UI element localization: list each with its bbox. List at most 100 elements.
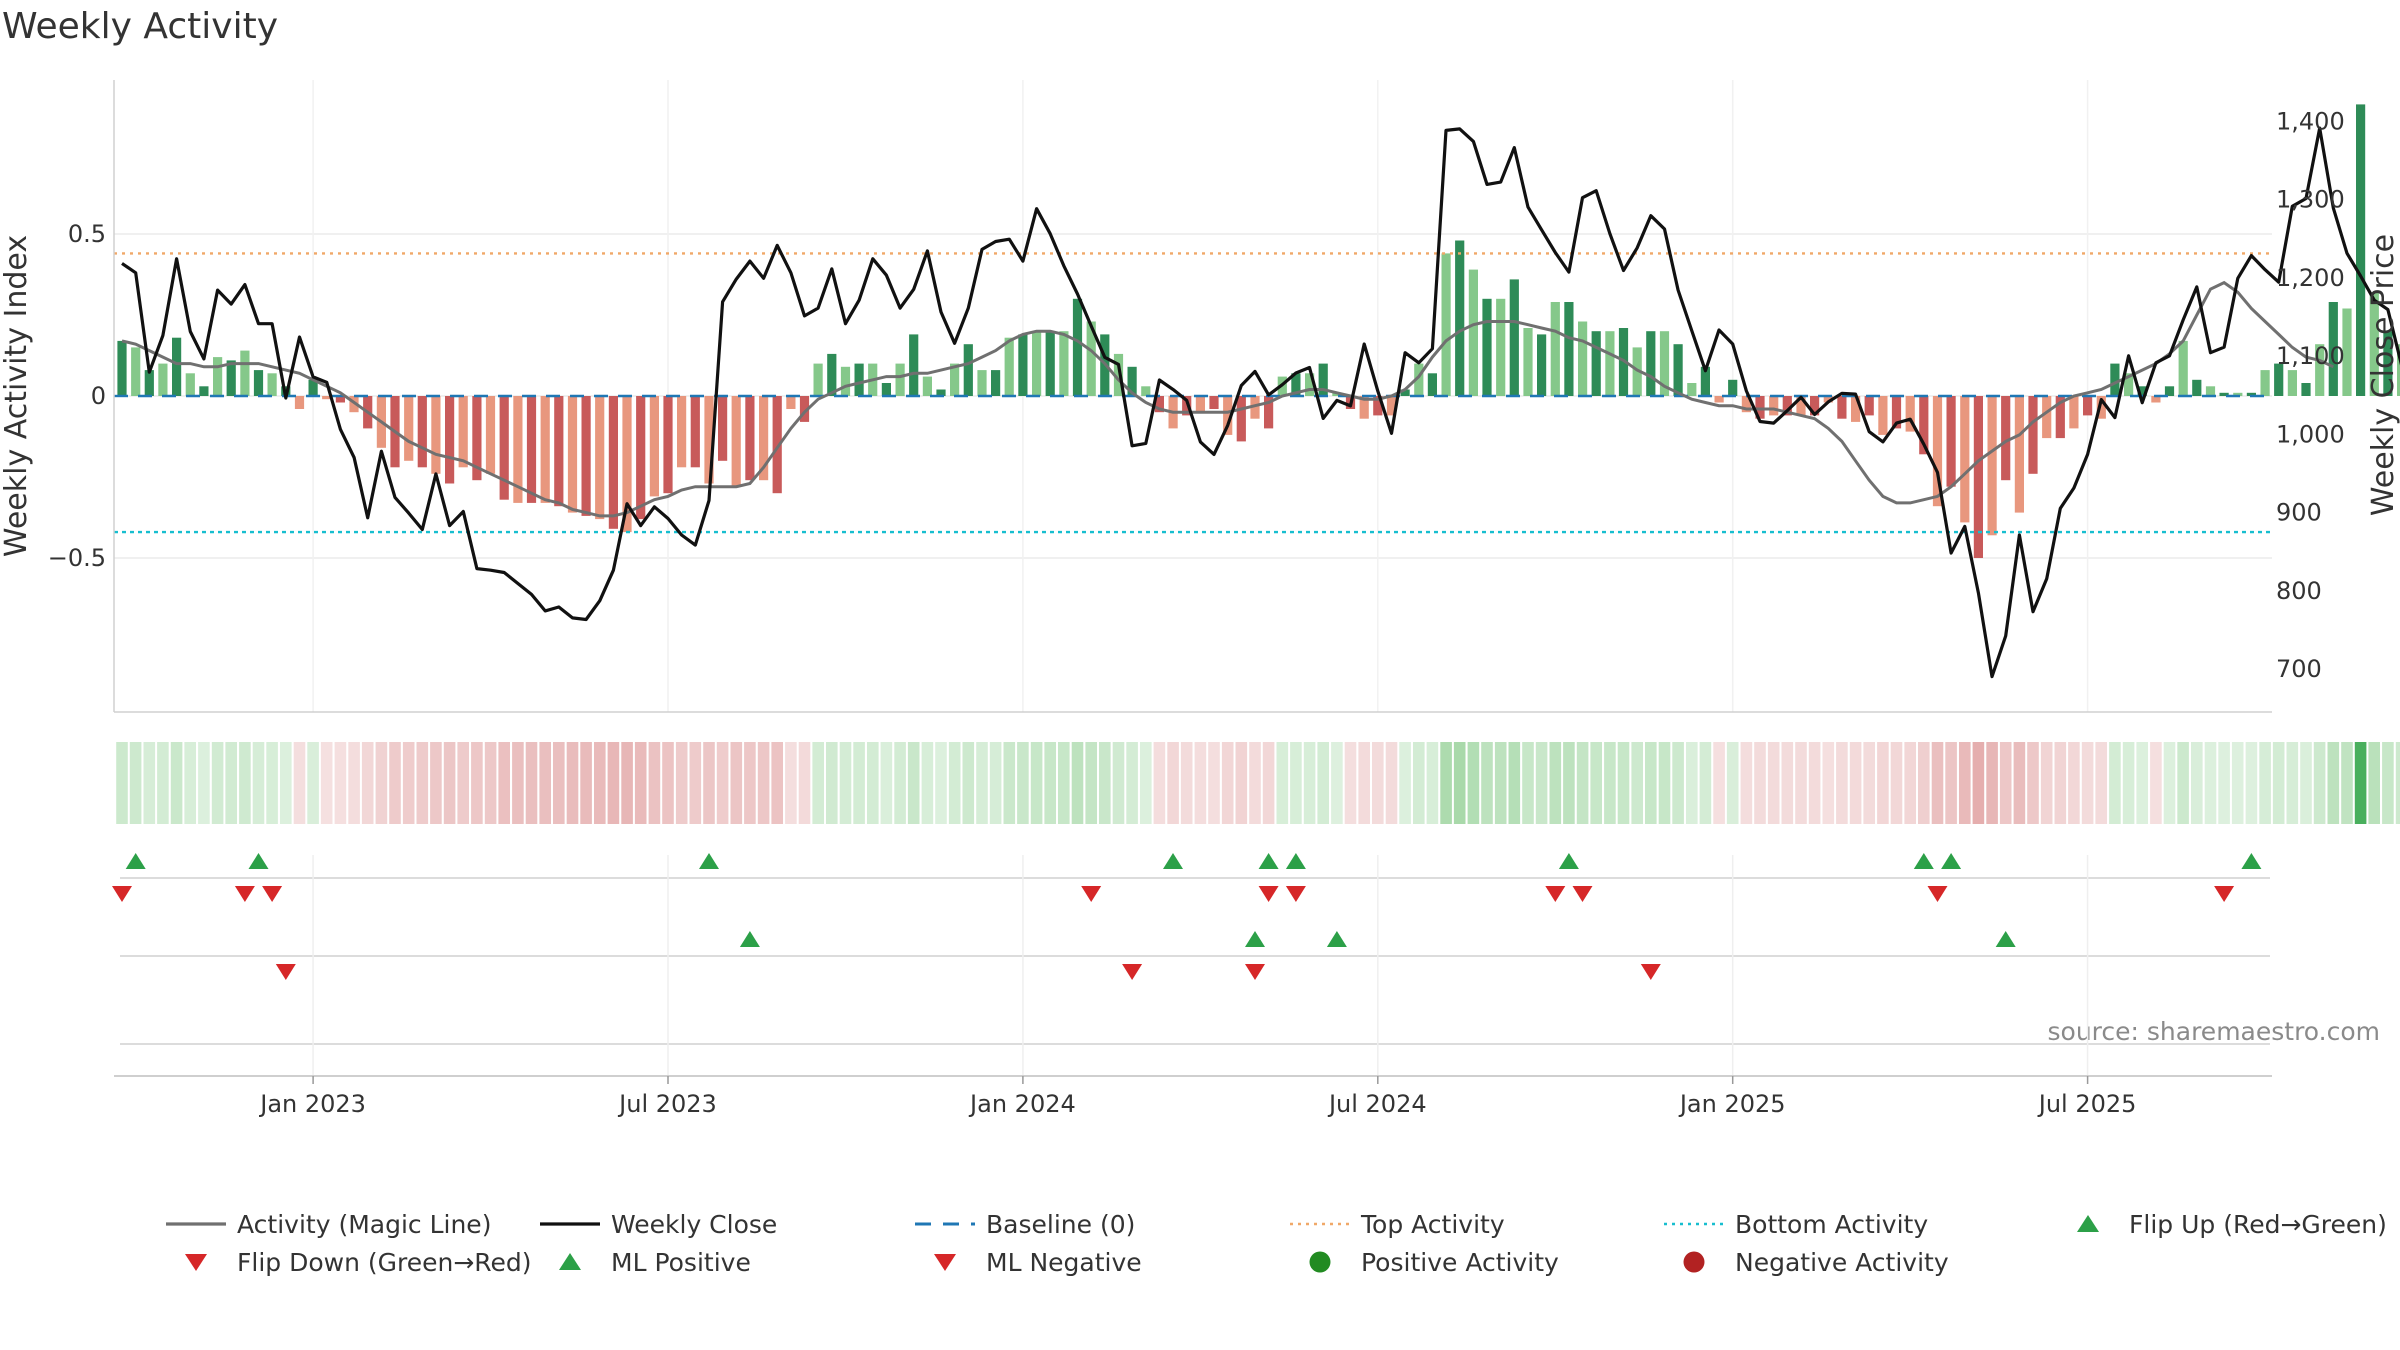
right-tick-label: 1,400 (2276, 107, 2345, 135)
legend-item: Baseline (0) (915, 1210, 1135, 1239)
activity-bar (2397, 344, 2400, 396)
activity-bar (2287, 370, 2297, 396)
legend-label: Positive Activity (1361, 1248, 1559, 1277)
x-tick-label: Jan 2024 (968, 1090, 1076, 1118)
activity-strip-cell (1481, 742, 1493, 824)
activity-strip-cell (2054, 742, 2067, 824)
activity-strip-cell (1986, 742, 1998, 824)
activity-bar (799, 396, 810, 422)
activity-strip-cell (634, 742, 647, 824)
activity-strip-cell (2109, 742, 2121, 824)
activity-strip-cell (1808, 742, 1821, 824)
activity-bar (253, 370, 264, 396)
activity-bar (417, 396, 427, 468)
activity-strip-cell (1426, 742, 1439, 824)
activity-bar (786, 396, 796, 409)
activity-bar (1700, 366, 1710, 396)
flip-up-marker (248, 853, 269, 869)
activity-bar (1523, 328, 1533, 396)
activity-bar (581, 396, 591, 516)
activity-bar (472, 396, 482, 481)
activity-bar (2014, 396, 2024, 513)
activity-strip-cell (1959, 742, 1971, 824)
legend-label: ML Positive (611, 1248, 751, 1277)
activity-strip-cell (1030, 742, 1043, 824)
activity-strip-cell (1180, 742, 1193, 824)
activity-bar (1441, 253, 1451, 396)
activity-bar (540, 396, 550, 503)
flip-down-marker (1927, 886, 1948, 902)
activity-strip-cell (525, 742, 538, 824)
right-tick-label: 1,300 (2276, 186, 2345, 214)
activity-strip-cell (116, 742, 128, 824)
activity-strip-cell (962, 742, 975, 824)
activity-strip-cell (1658, 742, 1671, 824)
activity-strip-cell (184, 742, 196, 824)
activity-bar (1973, 396, 1983, 558)
flip-down-marker (112, 886, 132, 902)
activity-strip-cell (484, 742, 497, 824)
activity-strip-cell (1221, 742, 1234, 824)
activity-bar (567, 396, 578, 513)
activity-bar (213, 357, 223, 396)
activity-strip-cell (443, 742, 456, 824)
activity-bar (2219, 392, 2229, 396)
flip-down-marker (1572, 886, 1593, 902)
activity-strip-cell (211, 742, 224, 824)
activity-bar (185, 373, 195, 396)
activity-bar (2356, 104, 2366, 397)
activity-strip-cell (1413, 742, 1425, 824)
activity-bar (117, 340, 127, 396)
activity-bar (1154, 396, 1164, 413)
activity-strip-cell (907, 742, 920, 824)
activity-strip-cell (1863, 742, 1875, 824)
activity-bar (131, 347, 141, 396)
x-tick-label: Jan 2023 (258, 1090, 366, 1118)
activity-strip-cell (307, 742, 319, 824)
activity-strip-cell (594, 742, 606, 824)
activity-bar (895, 363, 905, 396)
activity-bar (335, 396, 345, 403)
activity-strip-cell (689, 742, 702, 824)
activity-bar (1659, 331, 1670, 396)
activity-bar (1496, 298, 1506, 396)
activity-strip-cell (880, 742, 893, 824)
activity-bar (2083, 396, 2093, 416)
activity-bar (2342, 308, 2352, 396)
activity-bar (622, 396, 632, 533)
activity-bar (1769, 396, 1779, 416)
activity-strip-cell (2204, 742, 2217, 824)
activity-strip-cell (1740, 742, 1753, 824)
activity-strip-cell (457, 742, 469, 824)
activity-strip-cell (1112, 742, 1125, 824)
flip-up-marker (1258, 853, 1279, 869)
flip-down-marker (2214, 886, 2235, 902)
legend-item: Bottom Activity (1664, 1210, 1928, 1239)
legend-label: Weekly Close (611, 1210, 777, 1239)
activity-bar (1946, 396, 1956, 487)
activity-strip-cell (129, 742, 142, 824)
activity-strip-cell (2027, 742, 2039, 824)
activity-bar (1905, 396, 1915, 432)
flip-down-marker (1258, 886, 1279, 902)
activity-strip-cell (1918, 742, 1930, 824)
ml-positive-marker (739, 931, 760, 947)
activity-bar (745, 396, 755, 481)
activity-bar (813, 363, 823, 396)
activity-strip-cell (1167, 742, 1179, 824)
activity-strip-cell (1767, 742, 1780, 824)
chart-title: Weekly Activity (2, 6, 278, 47)
activity-bar (554, 396, 564, 507)
activity-bar (1755, 396, 1765, 419)
activity-bar (2001, 396, 2011, 481)
activity-bar (1687, 383, 1697, 396)
activity-strip-cell (2177, 742, 2189, 824)
activity-bar (636, 396, 646, 520)
activity-bar (1673, 344, 1683, 396)
triangle-down-icon (185, 1254, 207, 1271)
flip-down-marker (1545, 886, 1566, 902)
activity-bar (1386, 396, 1397, 416)
activity-strip-cell (2095, 742, 2107, 824)
activity-bar (1714, 396, 1724, 403)
activity-bar (1741, 396, 1751, 413)
